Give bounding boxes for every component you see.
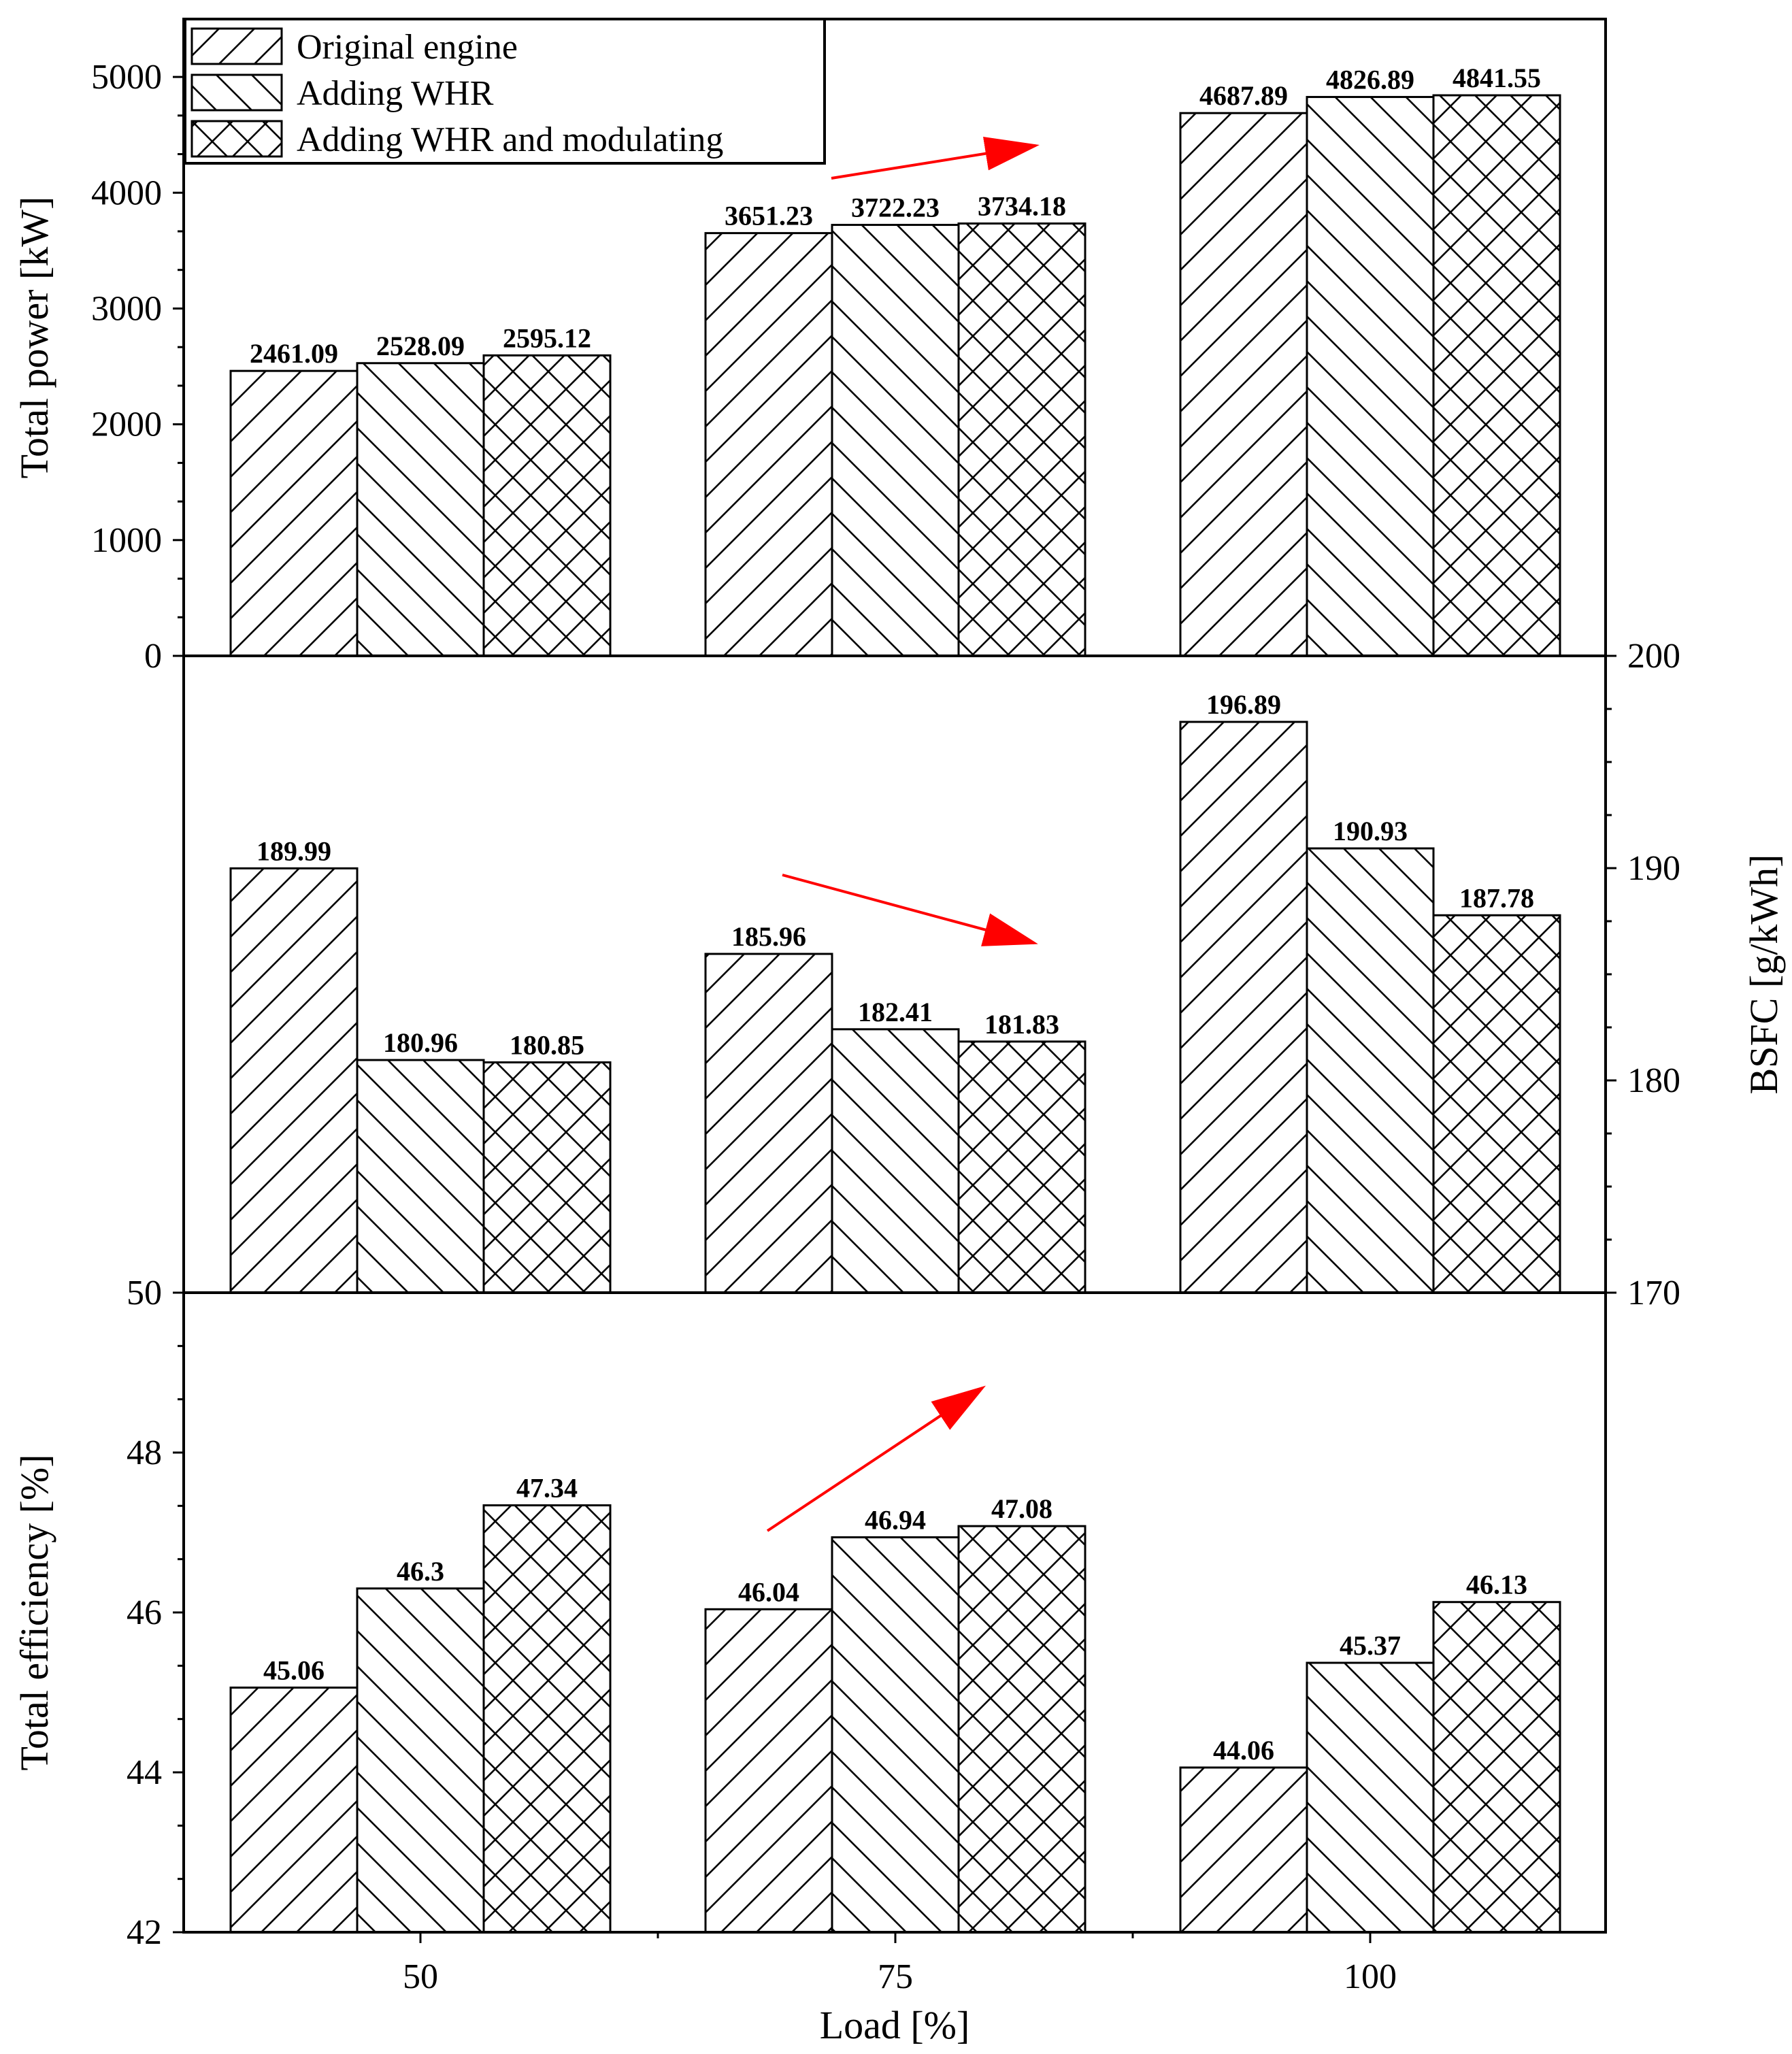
data-label: 190.93 [1333, 816, 1408, 846]
trend-arrow-power [831, 137, 1040, 180]
bar-original-50 [229, 867, 359, 1294]
bar-whr-75 [831, 1536, 960, 1934]
bsfc-panel: 189.99 185.96 196.89 180.96 182.41 190.93 180.… [182, 637, 1786, 1312]
bar-original-75 [704, 232, 833, 657]
bar-original-75 [704, 1608, 833, 1934]
y-tick-label: 170 [1627, 1274, 1680, 1312]
data-label: 196.89 [1206, 689, 1281, 720]
data-label: 180.85 [510, 1029, 584, 1060]
legend: Original engine Adding WHR Adding WHR an… [184, 18, 826, 165]
bar-original-50 [229, 369, 359, 657]
bar-modulating-75 [957, 1040, 1086, 1294]
data-label: 2595.12 [503, 322, 591, 353]
data-label: 189.99 [256, 835, 331, 866]
y-tick-label: 190 [1627, 849, 1680, 888]
trend-arrow-efficiency [766, 1385, 986, 1532]
bar-whr-50 [356, 362, 485, 657]
bar-whr-75 [831, 224, 960, 657]
bar-modulating-50 [482, 354, 612, 657]
data-label: 4826.89 [1326, 65, 1414, 95]
data-label: 45.37 [1340, 1630, 1401, 1661]
bar-whr-100 [1306, 847, 1435, 1294]
data-label: 47.08 [991, 1493, 1052, 1524]
y-tick-label: 1000 [91, 521, 162, 560]
legend-label-whr-modulating: Adding WHR and modulating [297, 120, 723, 159]
bar-modulating-50 [482, 1061, 612, 1294]
data-label: 2461.09 [250, 338, 338, 369]
data-label: 3651.23 [725, 201, 813, 231]
y-tick-label: 2000 [91, 405, 162, 444]
bar-whr-50 [356, 1059, 485, 1294]
data-label: 180.96 [383, 1027, 458, 1058]
y-tick-label: 42 [127, 1913, 162, 1952]
bar-original-100 [1179, 720, 1308, 1294]
y-tick-label: 4000 [91, 173, 162, 212]
data-label: 46.3 [397, 1556, 444, 1587]
x-tick-label: 75 [878, 1957, 913, 1996]
bar-original-75 [704, 953, 833, 1294]
bar-modulating-75 [957, 1525, 1086, 1934]
y-tick-label: 48 [127, 1434, 162, 1472]
data-label: 185.96 [731, 921, 806, 952]
y-tick-label: 50 [127, 1274, 162, 1312]
y-tick-label: 200 [1627, 637, 1680, 676]
y-tick-label: 0 [144, 637, 162, 676]
bar-whr-100 [1306, 1661, 1435, 1934]
bar-whr-75 [831, 1028, 960, 1294]
trend-arrow-bsfc [782, 874, 1038, 946]
y-tick-label: 44 [127, 1753, 162, 1792]
data-label: 4687.89 [1199, 80, 1288, 111]
x-tick-label: 50 [403, 1957, 438, 1996]
x-axis-title: Load [%] [820, 2003, 970, 2047]
data-label: 181.83 [984, 1009, 1059, 1040]
data-label: 44.06 [1213, 1735, 1274, 1766]
power-panel: 2461.09 3651.23 4687.89 2528.09 3722.23 4826.… [12, 18, 1607, 676]
data-label: 45.06 [263, 1655, 325, 1685]
data-label: 46.94 [865, 1505, 926, 1536]
bar-modulating-50 [482, 1504, 612, 1934]
bar-original-50 [229, 1686, 359, 1934]
data-label: 46.04 [738, 1576, 799, 1607]
legend-box [184, 18, 826, 165]
y-axis-title: BSFC [g/kWh] [1742, 855, 1786, 1095]
data-label: 4841.55 [1453, 63, 1541, 93]
legend-label-adding-whr: Adding WHR [297, 74, 494, 113]
y-tick-label: 3000 [91, 289, 162, 328]
y-tick-label: 46 [127, 1593, 162, 1632]
legend-swatch-adding-whr [190, 73, 283, 112]
y-axis-title: Total efficiency [%] [12, 1454, 56, 1770]
bar-whr-50 [356, 1587, 485, 1934]
y-axis-title: Total power [kW] [12, 197, 56, 479]
legend-label-original-engine: Original engine [297, 28, 518, 67]
data-label: 47.34 [516, 1473, 578, 1504]
x-tick-label: 100 [1344, 1957, 1397, 1996]
bar-modulating-100 [1432, 94, 1561, 657]
bar-modulating-75 [957, 222, 1086, 657]
y-tick-label: 180 [1627, 1061, 1680, 1100]
bar-whr-100 [1306, 96, 1435, 657]
data-label: 187.78 [1459, 882, 1534, 913]
legend-swatch-original-engine [190, 27, 283, 65]
data-label: 182.41 [858, 997, 933, 1027]
data-label: 3722.23 [851, 193, 940, 223]
bar-original-100 [1179, 1766, 1308, 1934]
bar-modulating-100 [1432, 1601, 1561, 1934]
efficiency-panel: 45.06 46.04 44.06 46.3 46.94 45.37 47.34 47.08 4… [12, 1274, 1607, 2047]
data-label: 3734.18 [978, 191, 1066, 222]
y-tick-label: 5000 [91, 58, 162, 97]
legend-swatch-whr-modulating [190, 120, 283, 158]
data-label: 2528.09 [376, 331, 465, 361]
bar-modulating-100 [1432, 914, 1561, 1294]
data-label: 46.13 [1466, 1570, 1527, 1600]
bar-original-100 [1179, 112, 1308, 657]
